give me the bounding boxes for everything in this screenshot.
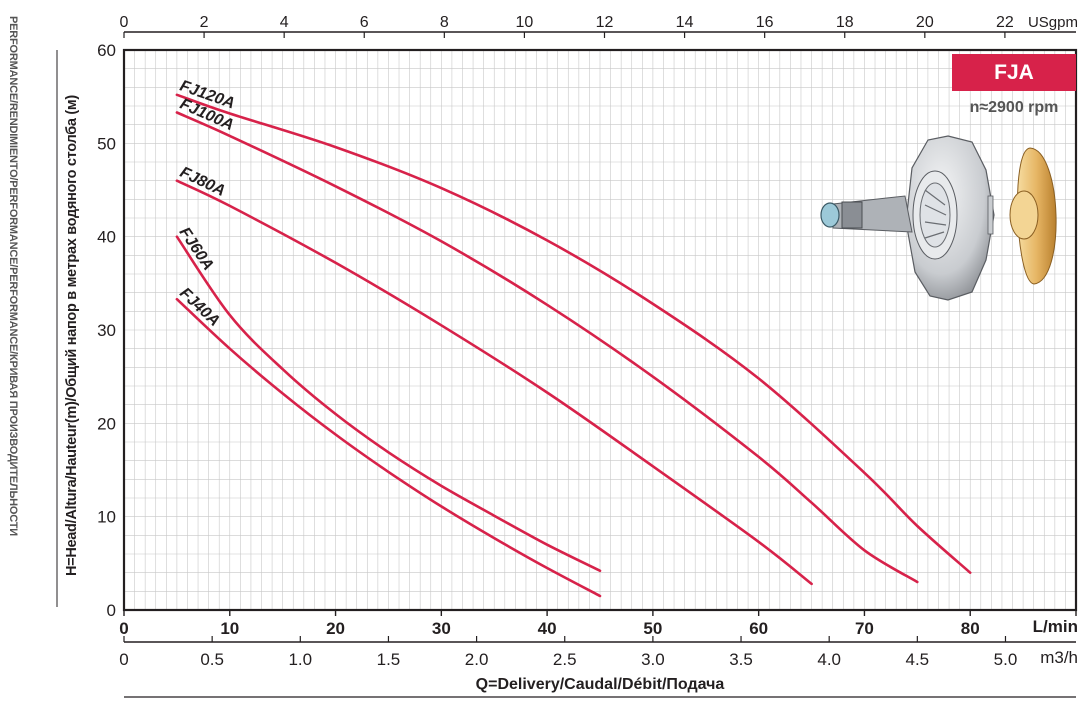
series-label-fj80a: FJ80A <box>177 164 228 200</box>
y-tick-label: 30 <box>97 321 116 340</box>
lmin-tick-label: 30 <box>432 619 451 638</box>
m3h-tick-label: 2.5 <box>553 650 577 669</box>
grid <box>124 50 1076 610</box>
usgpm-tick-label: 20 <box>916 14 934 31</box>
m3h-unit-label: m3/h <box>1040 648 1078 667</box>
lmin-tick-label: 60 <box>749 619 768 638</box>
y-axis-ticks: 0 10 20 30 40 50 60 <box>97 41 116 620</box>
usgpm-tick-label: 2 <box>200 14 209 31</box>
m3h-tick-label: 4.5 <box>906 650 930 669</box>
series-line-fj120a <box>175 93 972 574</box>
plot-border <box>122 48 1078 612</box>
lmin-tick-label: 0 <box>119 619 128 638</box>
speed-label: n≈2900 rpm <box>969 99 1059 116</box>
pump-impeller-icon <box>820 135 1057 301</box>
y-tick-label: 0 <box>107 601 116 620</box>
y-tick-label: 60 <box>97 41 116 60</box>
lmin-tick-label: 50 <box>643 619 662 638</box>
lmin-tick-label: 40 <box>538 619 557 638</box>
usgpm-tick-label: 6 <box>360 14 369 31</box>
y-axis-title: H=Head/Altura/Hauteur(m)/Общий напор в м… <box>64 95 80 576</box>
y-tick-label: 20 <box>97 414 116 433</box>
m3h-tick-label: 3.0 <box>641 650 665 669</box>
series-line-fj40a <box>175 297 602 598</box>
series-line-fj100a <box>175 111 919 584</box>
usgpm-tick-label: 4 <box>280 14 289 31</box>
m3h-tick-label: 1.0 <box>288 650 312 669</box>
usgpm-tick-label: 14 <box>676 14 694 31</box>
usgpm-tick-label: 10 <box>516 14 534 31</box>
m3h-tick-label: 3.5 <box>729 650 753 669</box>
usgpm-tick-label: 16 <box>756 14 774 31</box>
m3h-tick-label: 5.0 <box>994 650 1018 669</box>
usgpm-tick-label: 0 <box>120 14 129 31</box>
usgpm-tick-label: 8 <box>440 14 449 31</box>
y-tick-label: 40 <box>97 228 116 247</box>
side-title: PERFORMANCE/RENDIMIENTO/PERFORMANCE/PERF… <box>7 16 19 536</box>
lmin-tick-label: 70 <box>855 619 874 638</box>
usgpm-unit-label: USgpm <box>1028 14 1078 31</box>
lmin-unit-label: L/min <box>1033 617 1078 636</box>
usgpm-tick-label: 12 <box>596 14 614 31</box>
series-line-fj80a <box>175 179 813 586</box>
m3h-tick-label: 1.5 <box>377 650 401 669</box>
m3h-tick-label: 0.5 <box>200 650 224 669</box>
m3h-tick-label: 4.0 <box>817 650 841 669</box>
lmin-tick-label: 20 <box>326 619 345 638</box>
y-tick-label: 10 <box>97 508 116 527</box>
model-badge: FJA <box>952 54 1076 91</box>
usgpm-tick-label: 22 <box>996 14 1014 31</box>
series-label-fj40a: FJ40A <box>176 285 223 330</box>
m3h-tick-label: 2.0 <box>465 650 489 669</box>
lmin-tick-label: 10 <box>220 619 239 638</box>
x-axis-title: Q=Delivery/Caudal/Débit/Подача <box>476 676 725 693</box>
lmin-tick-label: 80 <box>961 619 980 638</box>
m3h-tick-label: 0 <box>119 650 128 669</box>
plot-frame <box>56 31 1078 698</box>
usgpm-tick-label: 18 <box>836 14 854 31</box>
series-line-fj60a <box>175 235 602 573</box>
y-tick-label: 50 <box>97 134 116 153</box>
